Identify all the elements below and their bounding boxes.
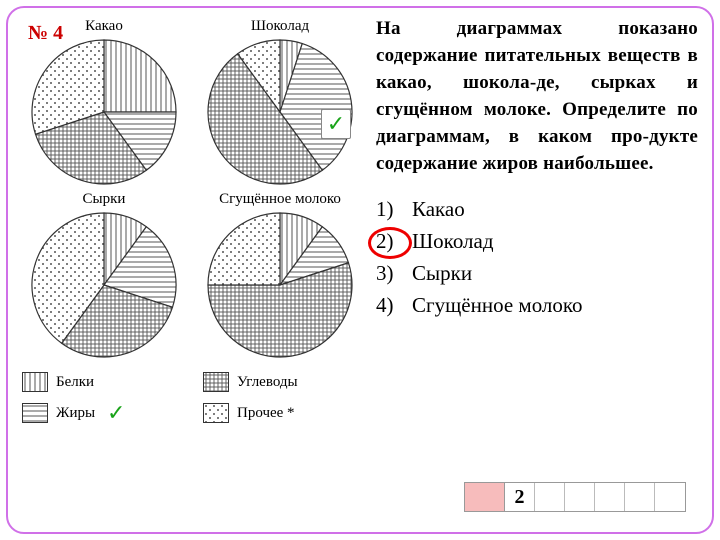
pie-title: Сырки	[83, 191, 126, 208]
charts-grid: Какао Шоколад ✓ Сырки Сгущённое молоко	[22, 16, 362, 360]
answer-option[interactable]: 1) Какао	[376, 197, 698, 222]
legend-swatch	[203, 403, 229, 423]
answer-box-lead	[465, 483, 505, 511]
option-label: Сырки	[412, 261, 472, 286]
option-number: 4)	[376, 293, 402, 318]
legend-label: Прочее *	[237, 405, 295, 422]
answer-entry-box: 2	[464, 482, 686, 512]
answer-option[interactable]: 2) Шоколад	[376, 229, 698, 254]
answer-cell[interactable]	[535, 483, 565, 511]
legend-item: Белки	[22, 372, 181, 392]
pie-title: Шоколад	[251, 18, 309, 35]
legend-swatch	[22, 403, 48, 423]
pie-1: Шоколад ✓	[198, 18, 362, 187]
option-label: Шоколад	[412, 229, 494, 254]
content-row: Какао Шоколад ✓ Сырки Сгущённое молоко Белки…	[22, 16, 698, 520]
pie-slice	[104, 40, 176, 112]
legend-swatch	[22, 372, 48, 392]
option-number: 3)	[376, 261, 402, 286]
pie-chart	[205, 210, 355, 360]
legend-item: Жиры ✓	[22, 400, 181, 426]
pie-chart	[29, 37, 179, 187]
option-number: 1)	[376, 197, 402, 222]
legend-item: Углеводы	[203, 372, 362, 392]
problem-frame: № 4 КакаоШоколад✓СыркиСгущённое молоко Б…	[6, 6, 714, 534]
legend-swatch	[203, 372, 229, 392]
answer-option[interactable]: 3) Сырки	[376, 261, 698, 286]
answer-cell[interactable]	[565, 483, 595, 511]
option-label: Какао	[412, 197, 465, 222]
pie-2: Сырки	[22, 191, 186, 360]
text-column: На диаграммах показано содержание питате…	[376, 16, 698, 520]
option-number: 2)	[376, 229, 402, 254]
pie-0: Какао	[22, 18, 186, 187]
legend-item: Прочее *	[203, 400, 362, 426]
answer-cell[interactable]	[655, 483, 685, 511]
legend: Белки Углеводы Жиры ✓ Прочее *	[22, 372, 362, 426]
answer-cell[interactable]: 2	[505, 483, 535, 511]
pie-title: Какао	[85, 18, 123, 35]
question-text: На диаграммах показано содержание питате…	[376, 16, 698, 178]
pie-slice	[208, 213, 280, 285]
checkmark-icon: ✓	[321, 109, 351, 139]
option-label: Сгущённое молоко	[412, 293, 583, 318]
charts-column: Какао Шоколад ✓ Сырки Сгущённое молоко Белки…	[22, 16, 362, 520]
pie-3: Сгущённое молоко	[198, 191, 362, 360]
answer-cell[interactable]	[625, 483, 655, 511]
answer-options: 1) Какао 2) Шоколад 3) Сырки 4) Сгущённое молок…	[376, 190, 698, 325]
legend-label: Углеводы	[237, 374, 298, 391]
legend-label: Белки	[56, 374, 94, 391]
checkmark-icon: ✓	[107, 400, 125, 426]
answer-option[interactable]: 4) Сгущённое молоко	[376, 293, 698, 318]
pie-chart	[29, 210, 179, 360]
answer-cell[interactable]	[595, 483, 625, 511]
pie-title: Сгущённое молоко	[219, 191, 341, 208]
legend-label: Жиры	[56, 405, 95, 422]
